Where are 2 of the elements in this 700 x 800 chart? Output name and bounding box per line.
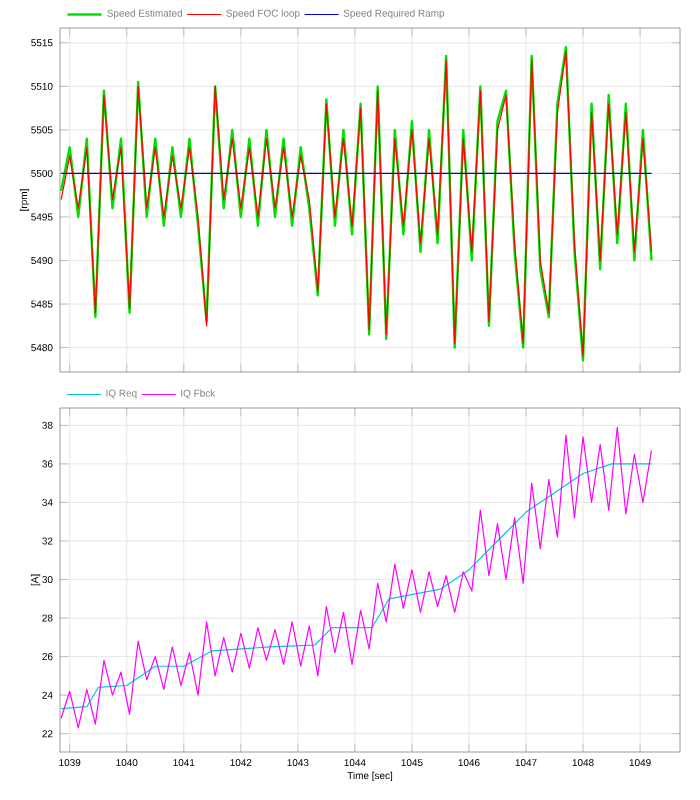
line-series: [60, 426, 653, 729]
line-series: [60, 463, 653, 710]
